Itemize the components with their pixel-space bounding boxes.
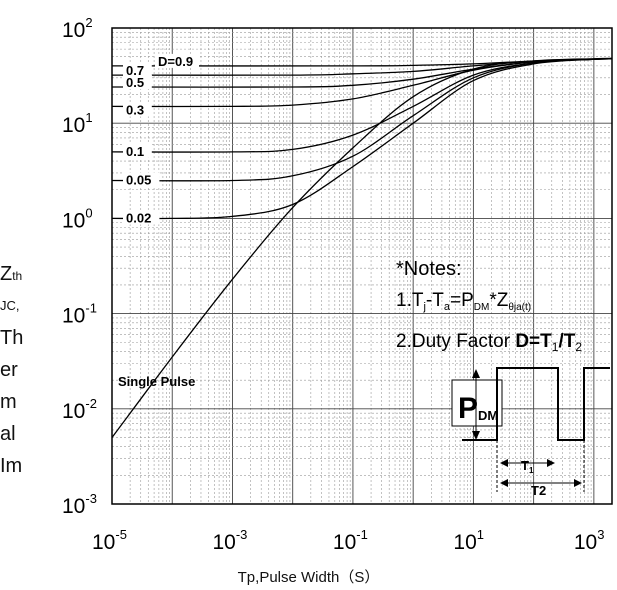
series-label-bg-0-02 xyxy=(123,210,160,225)
y-axis-label-line: m xyxy=(0,391,17,413)
pdm-label-box xyxy=(451,379,503,427)
x-tick-label: 103 xyxy=(574,527,605,554)
pdm-label: PDM xyxy=(458,392,498,425)
x-axis-label: Tp,Pulse Width（S） xyxy=(237,569,380,586)
y-tick-label: 10-3 xyxy=(62,491,97,518)
t2-arrow-right-head xyxy=(574,479,582,487)
t1-label: T1 xyxy=(521,458,534,475)
series-label-bg-0-3 xyxy=(123,102,152,117)
series-label-bg-0-05 xyxy=(123,172,160,187)
series-label-0-3: 0.3 xyxy=(126,102,144,117)
grid xyxy=(111,27,613,505)
series-label-bg-d-0-9 xyxy=(155,53,199,68)
notes-line-2: 2.Duty Factor D=T1/T2 xyxy=(396,331,582,354)
series-label-bg-0-7 xyxy=(123,63,152,78)
plot-frame xyxy=(111,27,613,505)
notes-box: *Notes: 1.Tj-Ta=PDM*Zθja(t) 2.Duty Facto… xyxy=(396,258,610,498)
notes-line-1: 1.Tj-Ta=PDM*Zθja(t) xyxy=(396,290,531,313)
series-label-d-0-9: D=0.9 xyxy=(158,54,193,69)
y-tick-label: 10-1 xyxy=(62,301,97,328)
y-axis-label-line: Zth xyxy=(0,263,23,285)
t1-arrow-right-head xyxy=(547,459,555,467)
series-label-0-05: 0.05 xyxy=(126,173,151,188)
tick-labels: 102 101 100 10-1 10-2 10-3 10-5 10-3 10-1 101 103 xyxy=(62,15,604,554)
pulse-waveform xyxy=(462,367,610,441)
y-axis-label-line: er xyxy=(0,359,18,381)
series-label-bg-0-5 xyxy=(123,75,152,90)
y-tick-label: 10-2 xyxy=(62,396,97,423)
x-tick-label: 10-5 xyxy=(92,527,127,554)
x-tick-label: 10-3 xyxy=(212,527,247,554)
series-label-0-7: 0.7 xyxy=(126,63,144,78)
t2-arrow-left-head xyxy=(500,479,508,487)
series-line-0-02 xyxy=(111,58,613,220)
t2-label: T2 xyxy=(531,483,546,498)
series-label-0-02: 0.02 xyxy=(126,210,151,225)
y-axis-label-line: Im xyxy=(0,455,23,473)
series-line-single-pulse xyxy=(111,57,613,438)
y-axis-label-line: JC, xyxy=(0,298,20,313)
y-axis-label-line: Th xyxy=(0,327,24,349)
series-line-0-05 xyxy=(111,58,613,182)
series-layer: D=0.9 0.70.5 0.3 0.1 0.05 0.02 Single Pulse xyxy=(111,53,613,438)
series-label-0-5: 0.5 xyxy=(126,75,144,90)
pdm-arrow-down-head xyxy=(472,431,480,440)
t1-arrow-left-head xyxy=(500,459,508,467)
series-label-0-1: 0.1 xyxy=(126,144,144,159)
y-tick-label: 101 xyxy=(62,110,93,137)
x-tick-label: 10-1 xyxy=(333,527,368,554)
y-tick-label: 100 xyxy=(62,205,93,232)
y-axis-label-line: al xyxy=(0,423,16,445)
series-label-bg-0-1 xyxy=(123,143,152,158)
y-tick-label: 102 xyxy=(62,15,93,42)
pdm-arrow-up-head xyxy=(472,369,480,378)
notes-header: *Notes: xyxy=(396,258,462,280)
series-label-single-pulse: Single Pulse xyxy=(118,374,195,389)
x-tick-label: 101 xyxy=(453,527,484,554)
